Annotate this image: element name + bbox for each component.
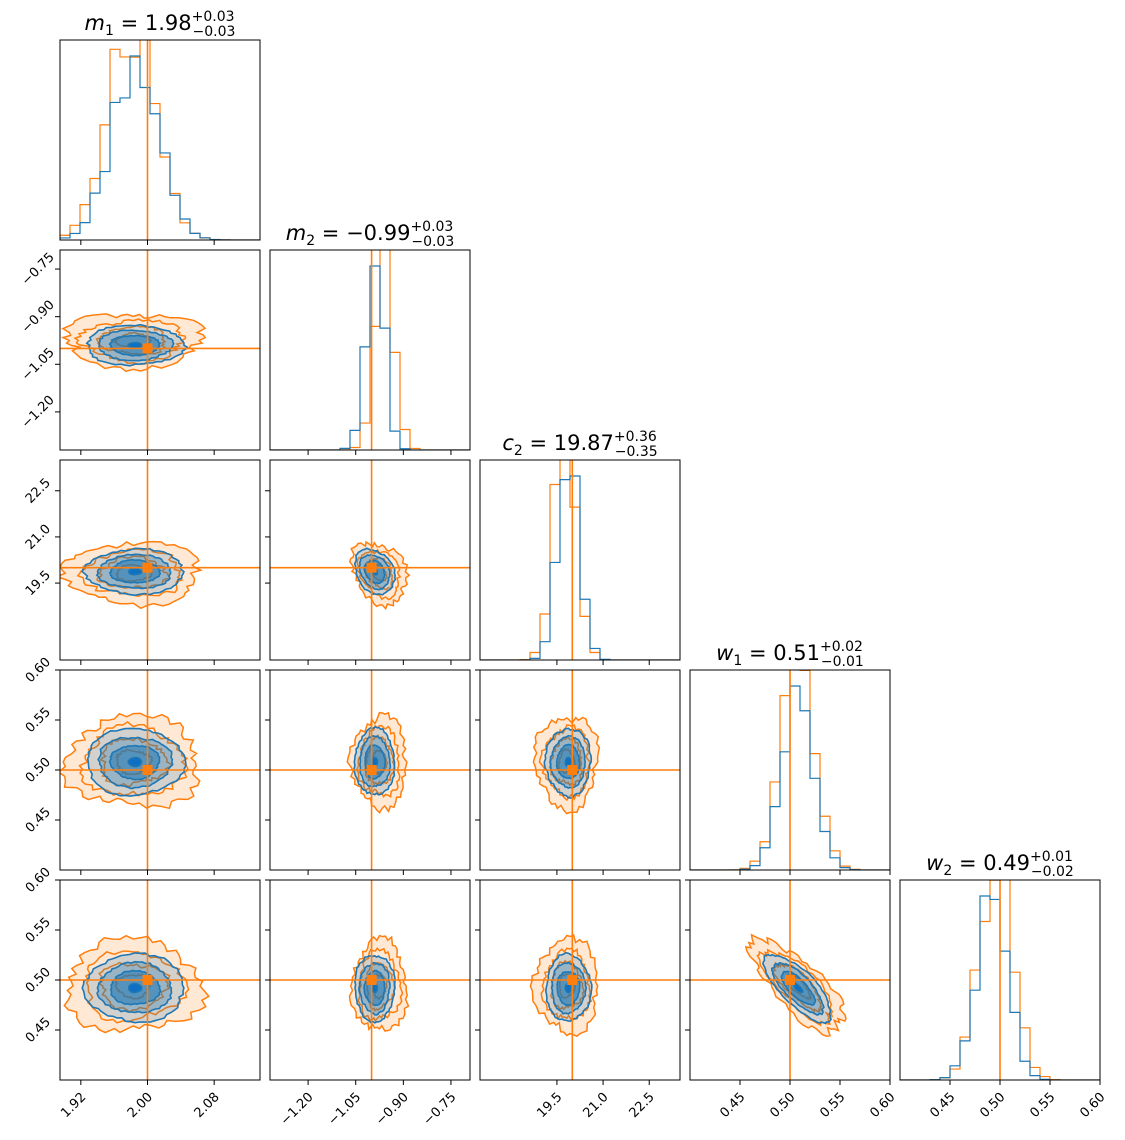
x-tick-label: 21.0 bbox=[580, 1090, 611, 1121]
panel-c2-m1 bbox=[60, 460, 260, 660]
truth-marker bbox=[567, 975, 578, 985]
comparison-contour bbox=[98, 961, 171, 1013]
panel-m2-m1 bbox=[60, 250, 260, 450]
x-tick-label: 0.55 bbox=[1027, 1090, 1058, 1121]
y-tick-label: 21.0 bbox=[23, 522, 54, 553]
truth-marker bbox=[366, 975, 377, 985]
panel-frame bbox=[269, 459, 471, 661]
panel-frame bbox=[59, 459, 261, 661]
x-tick-label: −0.90 bbox=[373, 1090, 412, 1129]
panel-w1-c2 bbox=[480, 670, 680, 870]
panel-title-w2: w2 = 0.49+0.01 −0.02 bbox=[926, 849, 1074, 880]
panel-m2-m2 bbox=[270, 250, 470, 450]
panel-title-m2: m2 = −0.99+0.03 −0.03 bbox=[286, 219, 455, 250]
y-tick-label: 19.5 bbox=[23, 568, 54, 599]
posterior-contour bbox=[127, 567, 143, 576]
comparison-contour bbox=[756, 948, 834, 1027]
truth-marker bbox=[366, 562, 377, 573]
x-tick-label: 0.55 bbox=[817, 1090, 848, 1121]
y-tick-label: 0.50 bbox=[23, 755, 54, 786]
comparison-contour bbox=[355, 724, 401, 799]
x-tick-label: −1.05 bbox=[325, 1090, 364, 1129]
truth-marker bbox=[142, 343, 153, 354]
comparison-contour bbox=[99, 736, 174, 788]
x-tick-label: 0.50 bbox=[767, 1090, 798, 1121]
panel-w2-m2 bbox=[270, 880, 470, 1080]
panel-frame bbox=[59, 39, 261, 241]
panel-c2-c2 bbox=[480, 460, 680, 660]
panel-w1-m2 bbox=[270, 670, 470, 870]
x-tick-label: 0.45 bbox=[717, 1090, 748, 1121]
comparison-contour bbox=[76, 547, 184, 598]
y-tick-label: 0.55 bbox=[23, 915, 54, 946]
panel-frame bbox=[269, 249, 471, 451]
y-tick-label: 22.5 bbox=[23, 476, 54, 507]
posterior-histogram bbox=[270, 265, 470, 450]
truth-marker bbox=[142, 562, 153, 573]
y-tick-label: 0.50 bbox=[23, 965, 54, 996]
x-tick-label: 0.60 bbox=[867, 1090, 898, 1121]
panel-c2-m2 bbox=[270, 460, 470, 660]
comparison-contour bbox=[538, 724, 591, 802]
comparison-contour bbox=[78, 721, 190, 797]
panel-w2-m1 bbox=[60, 880, 260, 1080]
comparison-contour bbox=[357, 946, 404, 1023]
posterior-contour bbox=[126, 341, 143, 349]
panel-title-w1: w1 = 0.51+0.02 −0.01 bbox=[716, 639, 864, 670]
panel-title-c2: c2 = 19.87+0.36 −0.35 bbox=[502, 429, 657, 460]
panel-title-m1: m1 = 1.98+0.03 −0.03 bbox=[85, 9, 236, 40]
y-tick-label: −0.90 bbox=[19, 298, 58, 337]
y-tick-label: 0.60 bbox=[23, 865, 54, 896]
panel-w2-c2 bbox=[480, 880, 680, 1080]
x-tick-label: 2.08 bbox=[192, 1090, 223, 1121]
x-tick-label: 19.5 bbox=[534, 1090, 565, 1121]
truth-marker bbox=[142, 765, 153, 775]
panel-w1-w1 bbox=[690, 670, 890, 870]
x-tick-label: −1.20 bbox=[278, 1090, 317, 1129]
panel-frame bbox=[479, 459, 681, 661]
x-tick-label: 22.5 bbox=[627, 1090, 658, 1121]
truth-marker bbox=[366, 765, 377, 775]
panel-w2-w2 bbox=[900, 880, 1100, 1080]
panel-m1-m1 bbox=[60, 40, 260, 240]
posterior-histogram bbox=[60, 55, 260, 240]
y-tick-label: −0.75 bbox=[19, 250, 58, 289]
comparison-contour bbox=[73, 318, 187, 366]
x-tick-label: 2.00 bbox=[125, 1090, 156, 1121]
x-tick-label: −0.75 bbox=[421, 1090, 460, 1129]
y-tick-label: −1.05 bbox=[19, 345, 58, 384]
y-tick-label: −1.20 bbox=[19, 393, 58, 432]
y-tick-label: 0.60 bbox=[23, 655, 54, 686]
truth-marker bbox=[142, 975, 153, 985]
panel-w1-m1 bbox=[60, 670, 260, 870]
panel-frame bbox=[59, 249, 261, 451]
y-tick-label: 0.45 bbox=[23, 1015, 54, 1046]
truth-marker bbox=[567, 765, 578, 775]
truth-marker bbox=[785, 975, 795, 985]
posterior-contour bbox=[127, 756, 143, 768]
x-tick-label: 0.60 bbox=[1077, 1090, 1108, 1121]
y-tick-label: 0.55 bbox=[23, 705, 54, 736]
y-tick-label: 0.45 bbox=[23, 805, 54, 836]
posterior-contour bbox=[127, 982, 143, 994]
panel-w2-w1 bbox=[690, 880, 890, 1080]
posterior-histogram bbox=[480, 475, 680, 660]
x-tick-label: 0.45 bbox=[927, 1090, 958, 1121]
x-tick-label: 0.50 bbox=[977, 1090, 1008, 1121]
x-tick-label: 1.92 bbox=[58, 1090, 89, 1121]
